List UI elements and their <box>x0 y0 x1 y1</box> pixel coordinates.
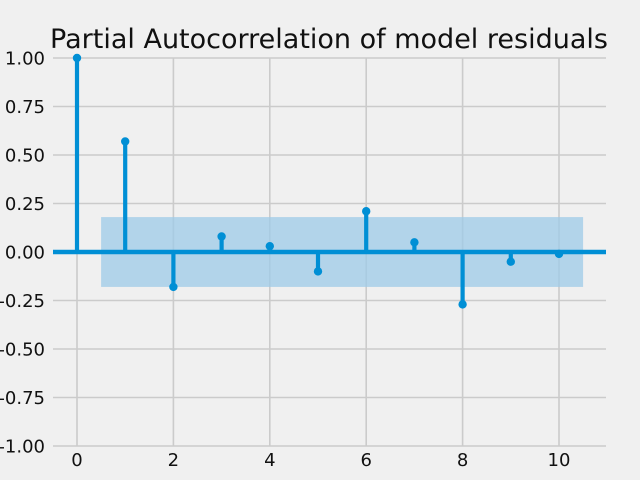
y-tick-label-1: 0.75 <box>5 97 45 118</box>
y-tick-label-8: -1.00 <box>0 437 45 458</box>
x-tick-label-1: 2 <box>168 450 179 471</box>
marker-lag-6 <box>362 207 371 216</box>
y-tick-label-6: -0.50 <box>0 340 45 361</box>
x-tick-label-0: 0 <box>71 450 82 471</box>
y-tick-label-3: 0.25 <box>5 194 45 215</box>
tick-label-layer: 0 2 4 6 8 10 1.00 0.75 0.50 0.25 0.00 -0.25 -0.50 -0.… <box>0 49 570 472</box>
x-tick-label-3: 6 <box>360 450 371 471</box>
y-tick-label-0: 1.00 <box>5 49 45 70</box>
marker-lag-7 <box>410 238 419 247</box>
marker-lag-10 <box>554 249 564 259</box>
marker-lag-3 <box>217 232 226 241</box>
marker-lag-4 <box>265 241 274 251</box>
marker-lag-0 <box>72 53 82 63</box>
chart-title: Partial Autocorrelation of model residua… <box>50 24 608 55</box>
x-tick-label-2: 4 <box>264 450 275 471</box>
marker-lag-5 <box>313 267 323 276</box>
x-tick-label-5: 10 <box>548 450 571 471</box>
stem-layer <box>72 53 564 309</box>
y-tick-label-2: 0.50 <box>5 146 45 167</box>
marker-lag-9 <box>506 257 515 266</box>
x-tick-label-4: 8 <box>457 450 468 471</box>
y-tick-label-5: -0.25 <box>0 291 45 312</box>
marker-lag-1 <box>121 137 130 146</box>
y-tick-label-4: 0.00 <box>5 243 45 264</box>
y-tick-label-7: -0.75 <box>0 388 45 409</box>
marker-lag-8 <box>458 300 467 309</box>
marker-lag-2 <box>169 282 178 292</box>
